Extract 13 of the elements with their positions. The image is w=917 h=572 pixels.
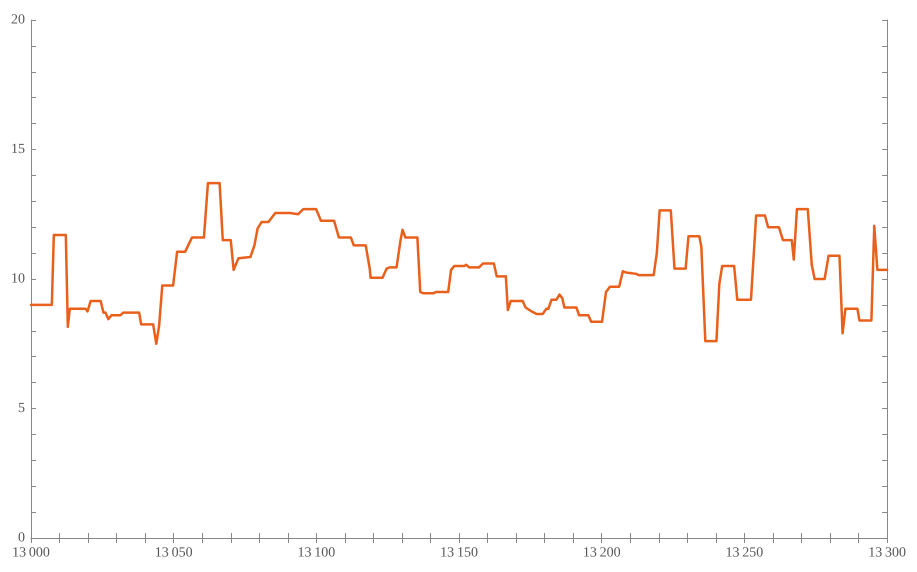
y-tick-label: 0 <box>18 530 25 546</box>
y-tick-label: 5 <box>18 401 25 416</box>
x-tick-label: 13 250 <box>726 546 764 560</box>
y-tick-label: 15 <box>11 142 25 157</box>
y-tick-label: 20 <box>11 12 25 28</box>
line-series <box>30 182 888 345</box>
x-tick-label: 13 200 <box>582 546 621 560</box>
x-tick-label: 13 000 <box>12 546 50 560</box>
y-tick-label: 10 <box>11 272 25 286</box>
x-tick-label: 13 050 <box>154 546 193 560</box>
x-tick-label: 13 100 <box>297 546 336 560</box>
x-tick-label: 13 300 <box>868 546 906 560</box>
x-tick-label: 13 150 <box>440 546 478 560</box>
